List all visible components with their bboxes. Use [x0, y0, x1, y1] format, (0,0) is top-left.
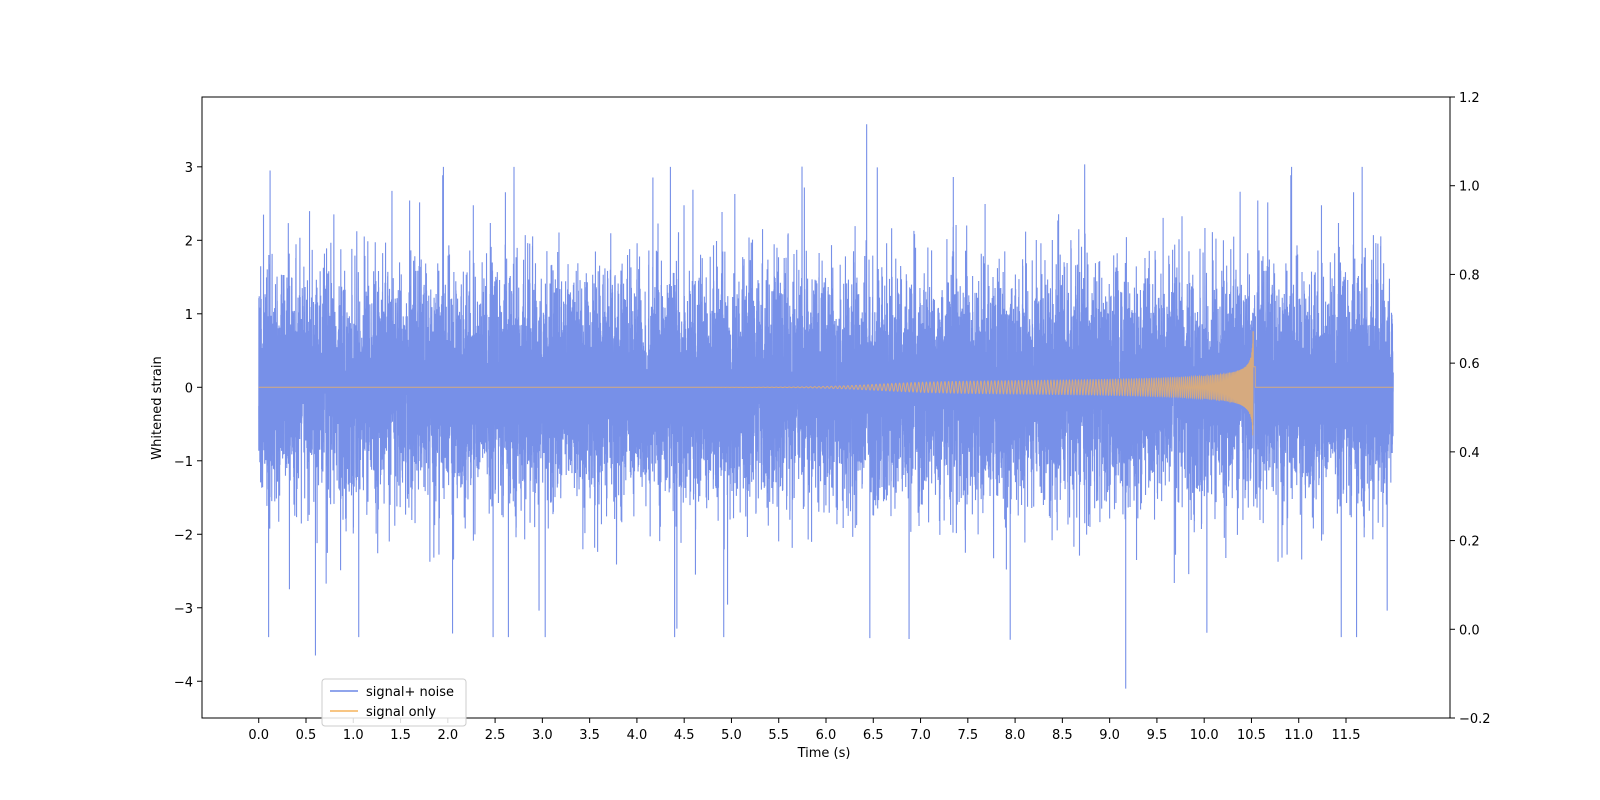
- x-tick-label: 11.0: [1284, 728, 1313, 743]
- x-tick-label: 7.0: [910, 728, 931, 743]
- y2-tick-label: 0.8: [1459, 268, 1480, 283]
- signal-noise-series: [258, 124, 1394, 689]
- x-tick-label: 0.0: [248, 728, 269, 743]
- y-tick-label: 1: [185, 308, 193, 323]
- y2-tick-label: −0.2: [1459, 712, 1491, 727]
- x-tick-label: 9.0: [1099, 728, 1120, 743]
- x-tick-label: 7.5: [957, 728, 978, 743]
- x-axis-label: Time (s): [797, 746, 851, 761]
- y-tick-label: 2: [185, 234, 193, 249]
- y-axis-label: Whitened strain: [150, 356, 165, 459]
- y2-tick-label: 0.4: [1459, 446, 1480, 461]
- x-tick-label: 1.5: [390, 728, 411, 743]
- x-tick-label: 2.5: [485, 728, 506, 743]
- x-tick-label: 10.5: [1237, 728, 1266, 743]
- x-tick-label: 2.0: [437, 728, 458, 743]
- plot-area: [258, 124, 1394, 689]
- x-tick-label: 4.0: [627, 728, 648, 743]
- secondary-y-axis-ticks: −0.2 0.0 0.2 0.4 0.6 0.8 1.0 1.2: [1450, 91, 1491, 727]
- y2-tick-label: 0.0: [1459, 623, 1480, 638]
- x-tick-label: 8.0: [1005, 728, 1026, 743]
- x-tick-label: 6.0: [816, 728, 837, 743]
- y-tick-label: −2: [174, 528, 193, 543]
- legend-label-signal-only: signal only: [366, 705, 436, 720]
- x-tick-label: 4.5: [674, 728, 695, 743]
- y-tick-label: 0: [185, 381, 193, 396]
- y2-tick-label: 1.0: [1459, 180, 1480, 195]
- y-tick-label: −1: [174, 455, 193, 470]
- legend-label-signal-noise: signal+ noise: [366, 685, 454, 700]
- x-tick-label: 8.5: [1052, 728, 1073, 743]
- y-tick-label: −4: [174, 675, 193, 690]
- y2-tick-label: 0.6: [1459, 357, 1480, 372]
- x-tick-label: 3.5: [579, 728, 600, 743]
- x-tick-label: 11.5: [1332, 728, 1361, 743]
- y-axis-ticks: −4 −3 −2 −1 0 1 2 3: [174, 161, 202, 690]
- x-tick-label: 9.5: [1147, 728, 1168, 743]
- x-tick-label: 5.0: [721, 728, 742, 743]
- y-tick-label: −3: [174, 602, 193, 617]
- x-tick-label: 5.5: [768, 728, 789, 743]
- x-tick-label: 1.0: [343, 728, 364, 743]
- y2-tick-label: 1.2: [1459, 91, 1480, 106]
- x-axis-ticks: 0.0 0.5 1.0 1.5 2.0 2.5 3.0 3.5 4.0 4.5 5.0 5.5 6.0 6…: [248, 718, 1360, 743]
- y-tick-label: 3: [185, 161, 193, 176]
- x-tick-label: 3.0: [532, 728, 553, 743]
- x-tick-label: 6.5: [863, 728, 884, 743]
- legend: signal+ noise signal only: [321, 678, 467, 727]
- signal-only-series: [258, 331, 1394, 436]
- y2-tick-label: 0.2: [1459, 535, 1480, 550]
- x-tick-label: 10.0: [1190, 728, 1219, 743]
- x-tick-label: 0.5: [296, 728, 317, 743]
